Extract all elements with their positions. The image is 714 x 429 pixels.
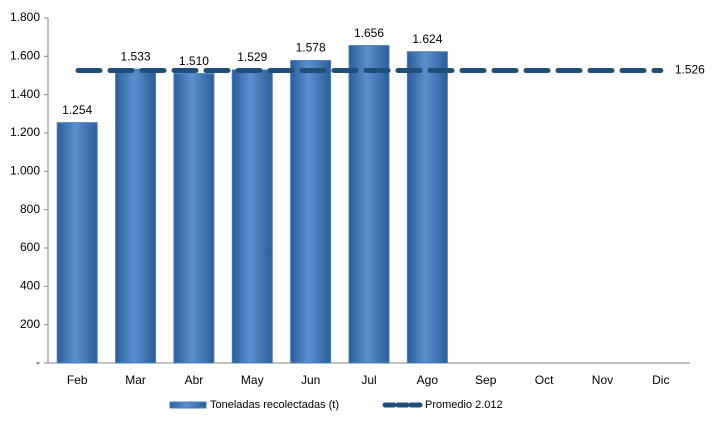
data-label: 1.533 bbox=[121, 49, 151, 63]
bar bbox=[290, 60, 332, 364]
data-label: 1.510 bbox=[179, 54, 209, 68]
y-tick-label: 800 bbox=[20, 202, 40, 216]
x-tick-label: Ago bbox=[417, 373, 439, 387]
y-tick-label: 400 bbox=[20, 279, 40, 293]
y-tick-label: - bbox=[36, 355, 40, 369]
x-tick-label: Mar bbox=[125, 373, 146, 387]
x-tick-label: Feb bbox=[67, 373, 88, 387]
bar bbox=[56, 122, 98, 364]
y-tick-label: 200 bbox=[20, 317, 40, 331]
x-tick-label: Sep bbox=[475, 373, 497, 387]
data-label: 1.526 bbox=[675, 63, 705, 77]
bar bbox=[348, 45, 390, 364]
x-tick-label: Nov bbox=[592, 373, 613, 387]
y-tick-label: 1.000 bbox=[10, 164, 40, 178]
x-tick-label: Dic bbox=[652, 373, 669, 387]
y-tick-label: 1.200 bbox=[10, 125, 40, 139]
bar bbox=[231, 69, 273, 364]
legend-swatch bbox=[169, 401, 207, 409]
data-label: 1.656 bbox=[354, 26, 384, 40]
x-tick-label: Oct bbox=[535, 373, 554, 387]
data-label: 1.254 bbox=[62, 103, 92, 117]
bar bbox=[115, 68, 157, 364]
x-tick-label: Abr bbox=[185, 373, 204, 387]
y-tick-label: 1.800 bbox=[10, 10, 40, 24]
y-tick-label: 1.400 bbox=[10, 87, 40, 101]
data-label: 1.578 bbox=[296, 41, 326, 55]
y-tick-label: 600 bbox=[20, 240, 40, 254]
legend-label: Promedio 2.012 bbox=[425, 399, 503, 411]
bar bbox=[406, 51, 448, 364]
legend-label: Toneladas recolectadas (t) bbox=[210, 399, 339, 411]
data-label: 1.529 bbox=[237, 50, 267, 64]
x-tick-label: Jul bbox=[361, 373, 376, 387]
y-tick-label: 1.600 bbox=[10, 49, 40, 63]
x-tick-label: May bbox=[241, 373, 264, 387]
x-tick-label: Jun bbox=[301, 373, 320, 387]
data-label: 1.624 bbox=[412, 32, 442, 46]
bar bbox=[173, 73, 215, 364]
